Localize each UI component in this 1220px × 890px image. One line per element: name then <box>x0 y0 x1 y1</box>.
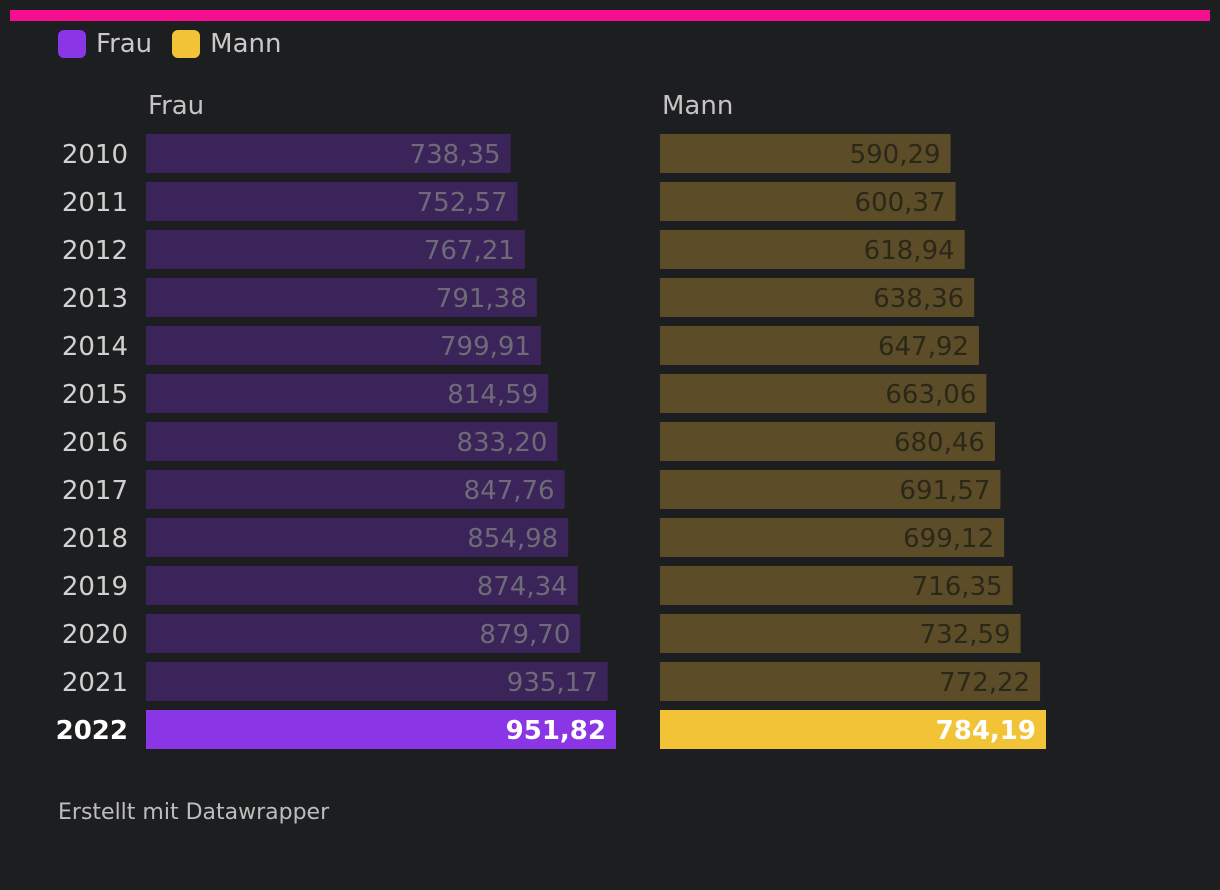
category-label: 2016 <box>62 428 128 458</box>
legend-item-mann: Mann <box>172 29 282 59</box>
value-label-mann-2015: 663,06 <box>885 380 976 410</box>
footer-credit: Erstellt mit Datawrapper <box>58 800 330 825</box>
bar-mann-2013 <box>660 278 975 317</box>
bar-mann-2018 <box>660 518 1005 557</box>
value-label-frau-2010: 738,35 <box>410 140 501 170</box>
legend-label-mann: Mann <box>210 29 282 59</box>
bar-chart: Frau Mann 2010 738,35 590,29 2011 752,57 600,37… <box>56 91 1046 749</box>
value-label-frau-2018: 854,98 <box>467 524 558 554</box>
category-label: 2022 <box>56 716 128 746</box>
bar-frau-2017 <box>146 470 565 509</box>
category-label: 2011 <box>62 188 128 218</box>
legend-label-frau: Frau <box>96 29 153 59</box>
category-label: 2015 <box>62 380 128 410</box>
bar-frau-2021 <box>146 662 608 701</box>
bar-mann-2016 <box>660 422 995 461</box>
bar-frau-2022 <box>146 710 616 749</box>
value-label-mann-2018: 699,12 <box>903 524 994 554</box>
legend: Frau Mann <box>58 28 302 60</box>
value-label-frau-2020: 879,70 <box>479 620 570 650</box>
legend-swatch-frau <box>58 30 86 58</box>
value-label-mann-2014: 647,92 <box>878 332 969 362</box>
panel-header-frau: Frau <box>148 91 204 121</box>
legend-item-frau: Frau <box>58 29 152 59</box>
legend-swatch-mann <box>172 30 201 58</box>
value-label-mann-2013: 638,36 <box>873 284 964 314</box>
bar-mann-2014 <box>660 326 979 365</box>
bar-mann-2010 <box>660 134 951 173</box>
bar-frau-2013 <box>146 278 537 317</box>
category-label: 2013 <box>62 284 128 314</box>
bar-mann-2017 <box>660 470 1001 509</box>
value-label-mann-2017: 691,57 <box>899 476 990 506</box>
value-label-frau-2019: 874,34 <box>477 572 568 602</box>
value-label-frau-2012: 767,21 <box>424 236 515 266</box>
value-label-frau-2021: 935,17 <box>507 668 598 698</box>
category-label: 2020 <box>62 620 128 650</box>
value-label-frau-2022: 951,82 <box>506 716 606 746</box>
accent-top-bar <box>10 10 1210 21</box>
value-label-mann-2022: 784,19 <box>936 716 1036 746</box>
category-label: 2018 <box>62 524 128 554</box>
category-label: 2012 <box>62 236 128 266</box>
category-label: 2017 <box>62 476 128 506</box>
bar-mann-2012 <box>660 230 965 269</box>
category-label: 2014 <box>62 332 128 362</box>
value-label-mann-2016: 680,46 <box>894 428 985 458</box>
category-label: 2019 <box>62 572 128 602</box>
value-label-mann-2021: 772,22 <box>939 668 1030 698</box>
value-label-frau-2011: 752,57 <box>417 188 508 218</box>
value-label-frau-2016: 833,20 <box>456 428 547 458</box>
bar-mann-2021 <box>660 662 1041 701</box>
bar-frau-2010 <box>146 134 511 173</box>
value-label-frau-2014: 799,91 <box>440 332 531 362</box>
value-label-mann-2012: 618,94 <box>864 236 955 266</box>
bar-frau-2019 <box>146 566 578 605</box>
bar-mann-2011 <box>660 182 956 221</box>
value-label-mann-2011: 600,37 <box>855 188 946 218</box>
value-label-frau-2013: 791,38 <box>436 284 527 314</box>
bar-mann-2020 <box>660 614 1021 653</box>
bar-mann-2019 <box>660 566 1013 605</box>
value-label-mann-2010: 590,29 <box>850 140 941 170</box>
bar-frau-2012 <box>146 230 525 269</box>
bar-mann-2022 <box>660 710 1046 749</box>
value-label-mann-2019: 716,35 <box>912 572 1003 602</box>
value-label-frau-2017: 847,76 <box>464 476 555 506</box>
bar-frau-2016 <box>146 422 558 461</box>
bar-frau-2018 <box>146 518 569 557</box>
panel-header-mann: Mann <box>662 91 733 121</box>
bar-frau-2020 <box>146 614 581 653</box>
bar-frau-2011 <box>146 182 518 221</box>
category-label: 2021 <box>62 668 128 698</box>
bar-mann-2015 <box>660 374 987 413</box>
bar-frau-2014 <box>146 326 541 365</box>
value-label-frau-2015: 814,59 <box>447 380 538 410</box>
bar-frau-2015 <box>146 374 549 413</box>
category-label: 2010 <box>62 140 128 170</box>
value-label-mann-2020: 732,59 <box>920 620 1011 650</box>
